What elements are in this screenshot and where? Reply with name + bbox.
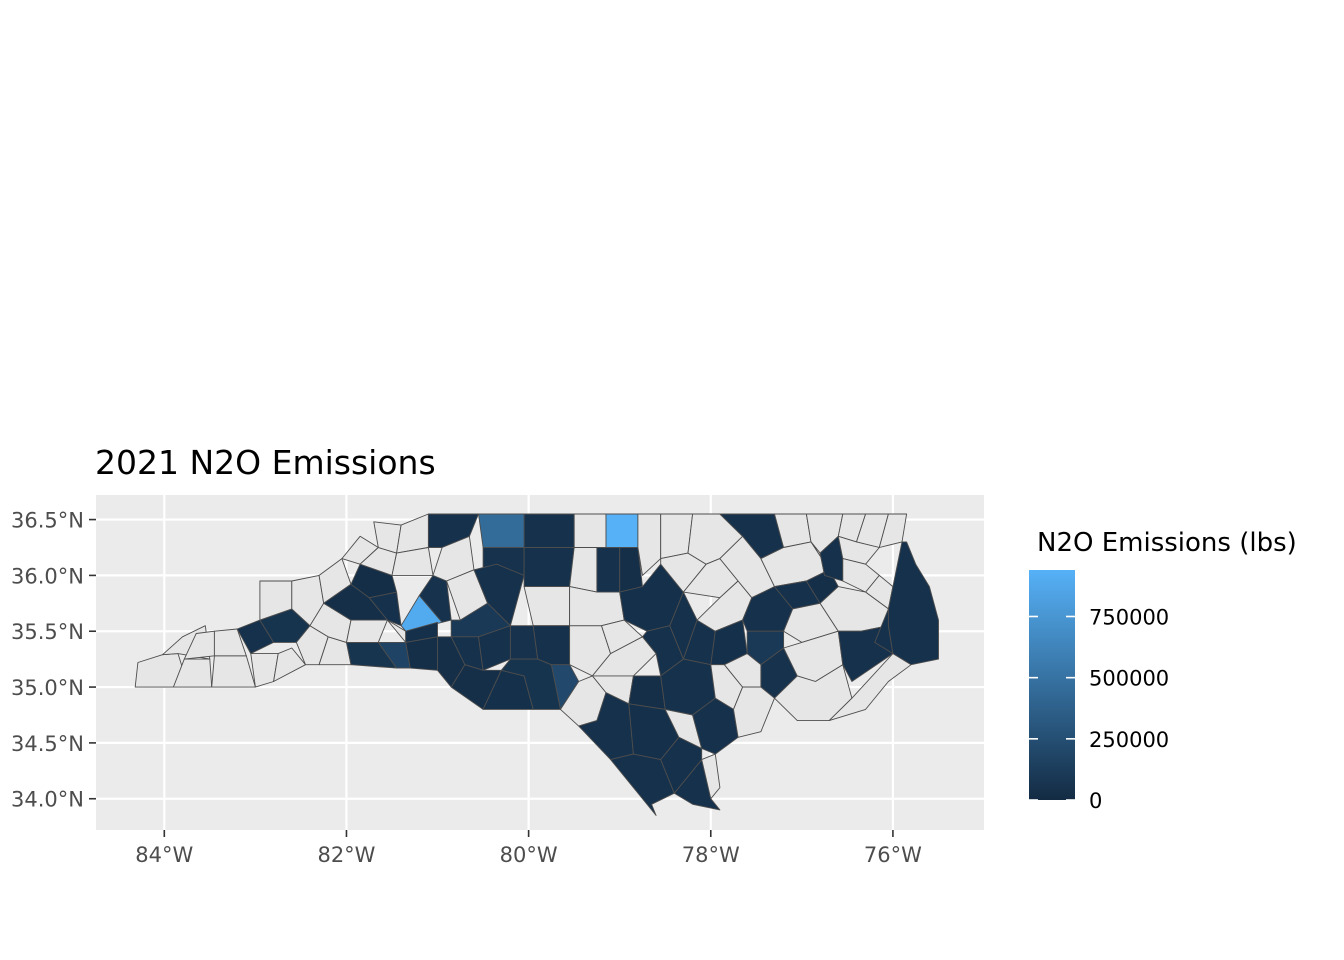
legend-label: 0 [1089,789,1102,813]
county-polygon [842,558,880,593]
county-polygon [273,647,306,682]
legend-label: 750000 [1089,605,1169,629]
y-tick-label: 34.5°N [11,732,84,756]
x-tick-label: 84°W [135,843,193,867]
x-tick-label: 76°W [864,843,922,867]
county-polygon [837,535,880,565]
county-layer [134,513,939,816]
x-axis: 84°W 82°W 80°W 78°W 76°W [135,830,922,867]
county-polygon [573,513,607,548]
x-tick-label: 80°W [500,843,558,867]
county-polygon [473,563,525,627]
x-tick-label: 78°W [682,843,740,867]
county-polygon [637,513,662,576]
y-tick-label: 36.0°N [11,564,84,588]
legend-colorbar [1029,570,1075,800]
county-polygon [405,636,438,671]
county-polygon [418,574,452,623]
y-tick-label: 36.5°N [11,509,84,533]
county-polygon [569,547,598,593]
county-polygon [596,547,621,593]
county-polygon [532,625,571,666]
x-tick-label: 82°W [317,843,375,867]
legend-ticks: 750000 500000 250000 0 [1029,605,1169,813]
county-polygon [478,513,530,548]
y-axis: 36.5°N 36.0°N 35.5°N 35.0°N 34.5°N 34.0°N [11,509,96,812]
legend: N2O Emissions (lbs) 750000 500000 250000 0 [1029,528,1297,813]
legend-label: 250000 [1089,728,1169,752]
y-tick-label: 35.5°N [11,620,84,644]
y-tick-label: 35.0°N [11,676,84,700]
county-polygon [605,513,639,548]
county-polygon [450,664,502,710]
chart-title: 2021 N2O Emissions [95,443,436,482]
y-tick-label: 34.0°N [11,788,84,812]
legend-label: 500000 [1089,667,1169,691]
county-polygon [591,636,657,677]
county-polygon [660,736,703,794]
county-polygon [828,653,912,722]
legend-title: N2O Emissions (lbs) [1037,528,1297,558]
county-polygon [523,513,575,548]
county-polygon [523,547,575,588]
county-polygon [701,753,721,800]
